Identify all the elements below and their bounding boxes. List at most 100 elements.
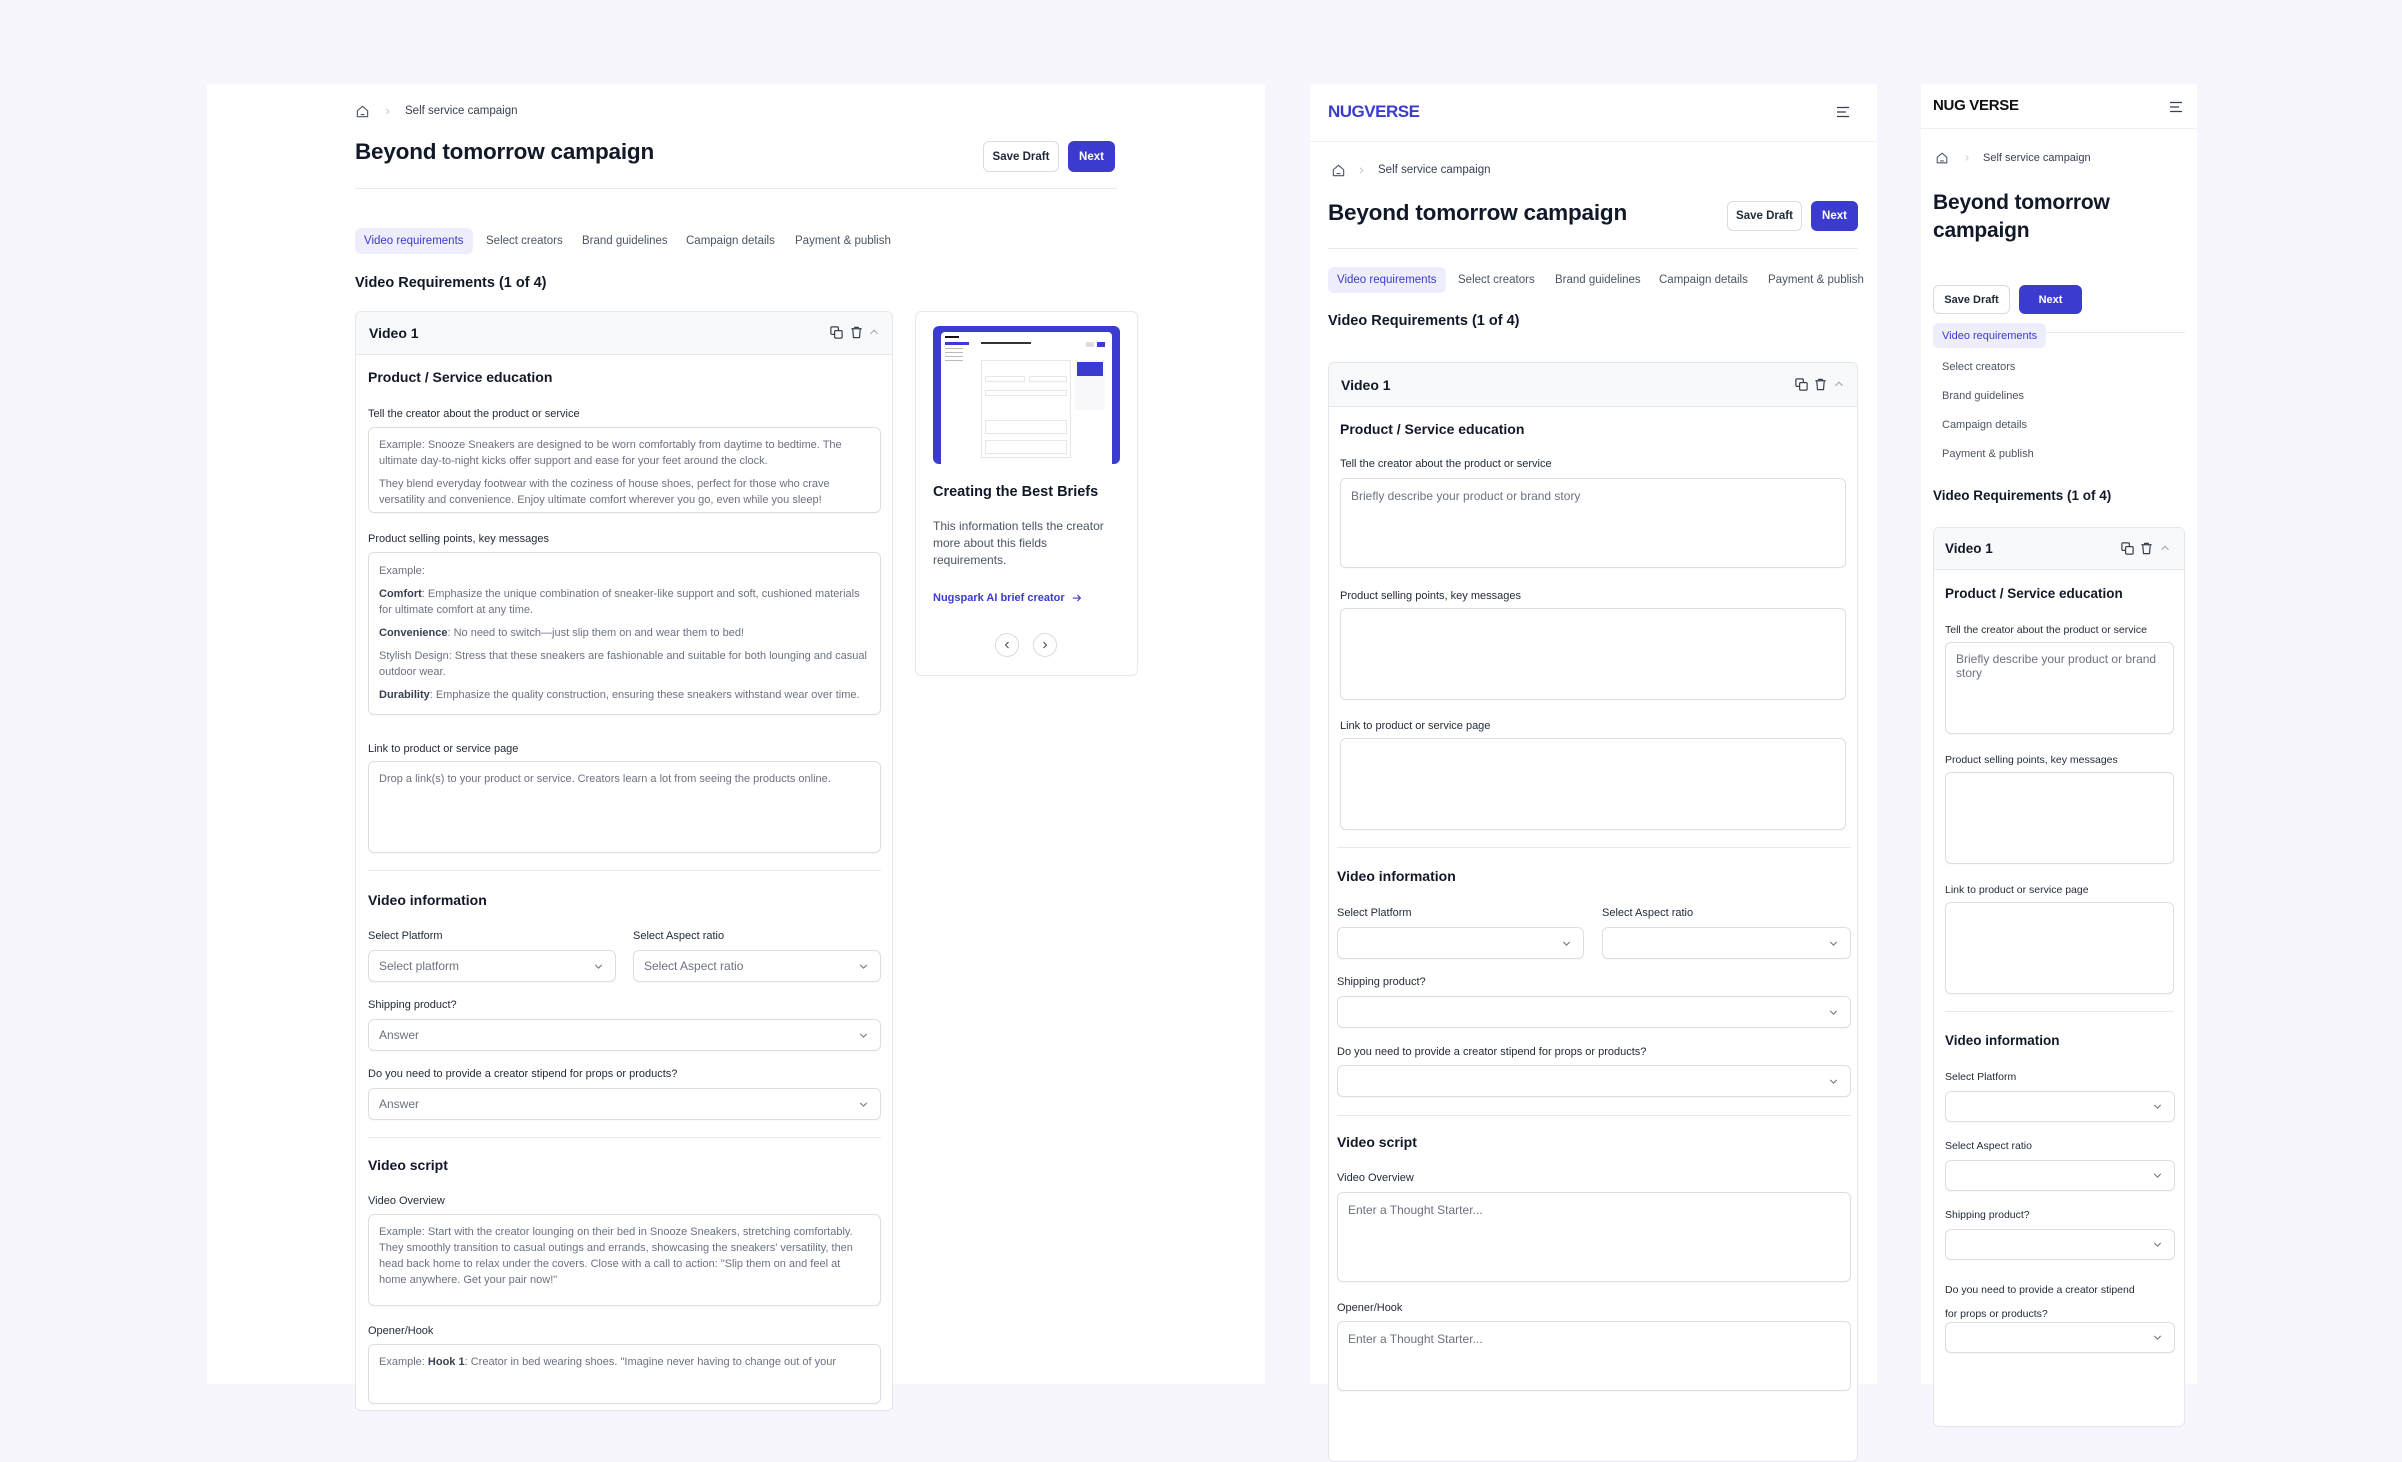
header-divider bbox=[1328, 248, 1858, 249]
label-stipend: Do you need to provide a creator stipend… bbox=[1337, 1046, 1647, 1058]
overview-textarea[interactable]: Example: Start with the creator lounging… bbox=[368, 1214, 881, 1306]
selling-point: Convenience: No need to switch—just slip… bbox=[379, 627, 745, 639]
selling-points-textarea[interactable]: Example: Comfort: Emphasize the unique c… bbox=[368, 552, 881, 715]
trash-icon[interactable] bbox=[849, 325, 864, 340]
logo[interactable]: NUGVERSE bbox=[1328, 102, 1420, 121]
breadcrumb-current[interactable]: Self service campaign bbox=[405, 105, 518, 117]
collapse-chevron-up-icon[interactable] bbox=[867, 325, 881, 339]
collapse-chevron-up-icon[interactable] bbox=[2158, 541, 2172, 555]
selling-points-textarea[interactable] bbox=[1340, 608, 1846, 700]
aspect-select[interactable] bbox=[1945, 1160, 2175, 1191]
tab-payment-publish[interactable]: Payment & publish bbox=[1768, 274, 1864, 286]
next-button[interactable]: Next bbox=[1811, 201, 1858, 231]
tab-select-creators[interactable]: Select creators bbox=[1942, 361, 2016, 373]
opener-textarea[interactable]: Enter a Thought Starter... bbox=[1337, 1321, 1851, 1391]
home-icon[interactable] bbox=[355, 104, 370, 119]
chevron-down-icon bbox=[1827, 937, 1840, 950]
platform-select[interactable] bbox=[1337, 927, 1584, 959]
header-divider bbox=[1310, 141, 1877, 142]
stipend-select[interactable] bbox=[1945, 1322, 2175, 1353]
video-card-header[interactable]: Video 1 bbox=[1329, 363, 1857, 407]
link-textarea[interactable] bbox=[1340, 738, 1846, 830]
label-opener: Opener/Hook bbox=[1337, 1302, 1403, 1314]
section-product-education: Product / Service education bbox=[368, 369, 553, 385]
tell-creator-textarea[interactable]: Briefly describe your product or brand s… bbox=[1945, 642, 2174, 734]
breadcrumb-current[interactable]: Self service campaign bbox=[1983, 152, 2091, 164]
tab-campaign-details[interactable]: Campaign details bbox=[686, 235, 775, 247]
selling-points-textarea[interactable] bbox=[1945, 772, 2174, 864]
selling-point: Comfort: Emphasize the unique combinatio… bbox=[379, 588, 860, 616]
tab-brand-guidelines[interactable]: Brand guidelines bbox=[582, 235, 668, 247]
tab-video-requirements[interactable]: Video requirements bbox=[355, 228, 473, 254]
requirements-heading: Video Requirements (1 of 4) bbox=[1328, 313, 1520, 329]
chevron-down-icon bbox=[1560, 937, 1573, 950]
trash-icon[interactable] bbox=[2139, 541, 2154, 556]
page-title: Beyond tomorrow campaign bbox=[355, 139, 654, 164]
shipping-select[interactable] bbox=[1945, 1229, 2175, 1260]
label-overview: Video Overview bbox=[1337, 1172, 1414, 1184]
video-card-header[interactable]: Video 1 bbox=[356, 312, 892, 355]
stipend-select[interactable] bbox=[1337, 1065, 1851, 1097]
tab-brand-guidelines[interactable]: Brand guidelines bbox=[1942, 390, 2024, 402]
logo[interactable]: NUG VERSE bbox=[1933, 97, 2019, 114]
chevron-down-icon bbox=[2151, 1331, 2164, 1344]
section-product-education: Product / Service education bbox=[1340, 421, 1525, 437]
previous-button[interactable] bbox=[995, 633, 1019, 657]
opener-textarea[interactable]: Example: Hook 1: Creator in bed wearing … bbox=[368, 1344, 881, 1404]
next-button[interactable]: Next bbox=[2019, 285, 2082, 314]
hamburger-menu-icon[interactable] bbox=[2168, 99, 2184, 115]
overview-textarea[interactable]: Enter a Thought Starter... bbox=[1337, 1192, 1851, 1282]
next-button[interactable]: Next bbox=[1068, 141, 1115, 172]
save-draft-button[interactable]: Save Draft bbox=[983, 141, 1059, 172]
tab-campaign-details[interactable]: Campaign details bbox=[1942, 419, 2027, 431]
platform-select[interactable] bbox=[1945, 1091, 2175, 1122]
breadcrumb-current[interactable]: Self service campaign bbox=[1378, 164, 1491, 176]
chevron-down-icon bbox=[1827, 1075, 1840, 1088]
platform-select[interactable]: Select platform bbox=[368, 950, 616, 982]
save-draft-button[interactable]: Save Draft bbox=[1727, 201, 1802, 231]
tab-payment-publish[interactable]: Payment & publish bbox=[1942, 448, 2034, 460]
hamburger-menu-icon[interactable] bbox=[1835, 104, 1851, 120]
label-tell-creator: Tell the creator about the product or se… bbox=[1945, 624, 2147, 636]
tab-video-requirements[interactable]: Video requirements bbox=[1933, 323, 2047, 348]
link-textarea[interactable] bbox=[1945, 902, 2174, 994]
header-divider bbox=[1921, 128, 2197, 129]
shipping-select[interactable] bbox=[1337, 996, 1851, 1028]
link-textarea[interactable]: Drop a link(s) to your product or servic… bbox=[368, 761, 881, 853]
aspect-select[interactable]: Select Aspect ratio bbox=[633, 950, 881, 982]
requirements-heading: Video Requirements (1 of 4) bbox=[355, 275, 547, 291]
tell-creator-textarea[interactable]: Briefly describe your product or brand s… bbox=[1340, 478, 1846, 568]
stipend-select[interactable]: Answer bbox=[368, 1088, 881, 1120]
trash-icon[interactable] bbox=[1813, 377, 1828, 392]
tab-brand-guidelines[interactable]: Brand guidelines bbox=[1555, 274, 1641, 286]
tab-video-requirements[interactable]: Video requirements bbox=[1328, 267, 1446, 293]
section-divider bbox=[368, 1137, 881, 1138]
next-slide-button[interactable] bbox=[1033, 633, 1057, 657]
aspect-select[interactable] bbox=[1602, 927, 1851, 959]
tab-select-creators[interactable]: Select creators bbox=[1458, 274, 1535, 286]
duplicate-icon[interactable] bbox=[2120, 541, 2135, 556]
section-divider bbox=[1337, 1115, 1851, 1116]
label-platform: Select Platform bbox=[368, 930, 443, 942]
section-divider bbox=[1337, 847, 1851, 848]
home-icon[interactable] bbox=[1331, 163, 1346, 178]
section-divider bbox=[368, 870, 881, 871]
duplicate-icon[interactable] bbox=[1794, 377, 1809, 392]
video-card-header[interactable]: Video 1 bbox=[1934, 528, 2184, 570]
shipping-select[interactable]: Answer bbox=[368, 1019, 881, 1051]
tab-campaign-details[interactable]: Campaign details bbox=[1659, 274, 1748, 286]
requirements-heading: Video Requirements (1 of 4) bbox=[1933, 488, 2112, 503]
tab-select-creators[interactable]: Select creators bbox=[486, 235, 563, 247]
collapse-chevron-up-icon[interactable] bbox=[1832, 377, 1846, 391]
chevron-down-icon bbox=[1827, 1006, 1840, 1019]
label-selling-points: Product selling points, key messages bbox=[1340, 590, 1521, 602]
tell-creator-textarea[interactable]: Example: Snooze Sneakers are designed to… bbox=[368, 427, 881, 513]
home-icon[interactable] bbox=[1935, 151, 1949, 165]
selling-point: Stylish Design: Stress that these sneake… bbox=[379, 650, 867, 678]
duplicate-icon[interactable] bbox=[829, 325, 844, 340]
ai-brief-creator-link[interactable]: Nugspark AI brief creator bbox=[933, 592, 1083, 604]
breadcrumb-chevron-icon bbox=[382, 106, 393, 117]
page-title: Beyond tomorrow campaign bbox=[1328, 200, 1627, 225]
save-draft-button[interactable]: Save Draft bbox=[1933, 285, 2010, 314]
tab-payment-publish[interactable]: Payment & publish bbox=[795, 235, 891, 247]
